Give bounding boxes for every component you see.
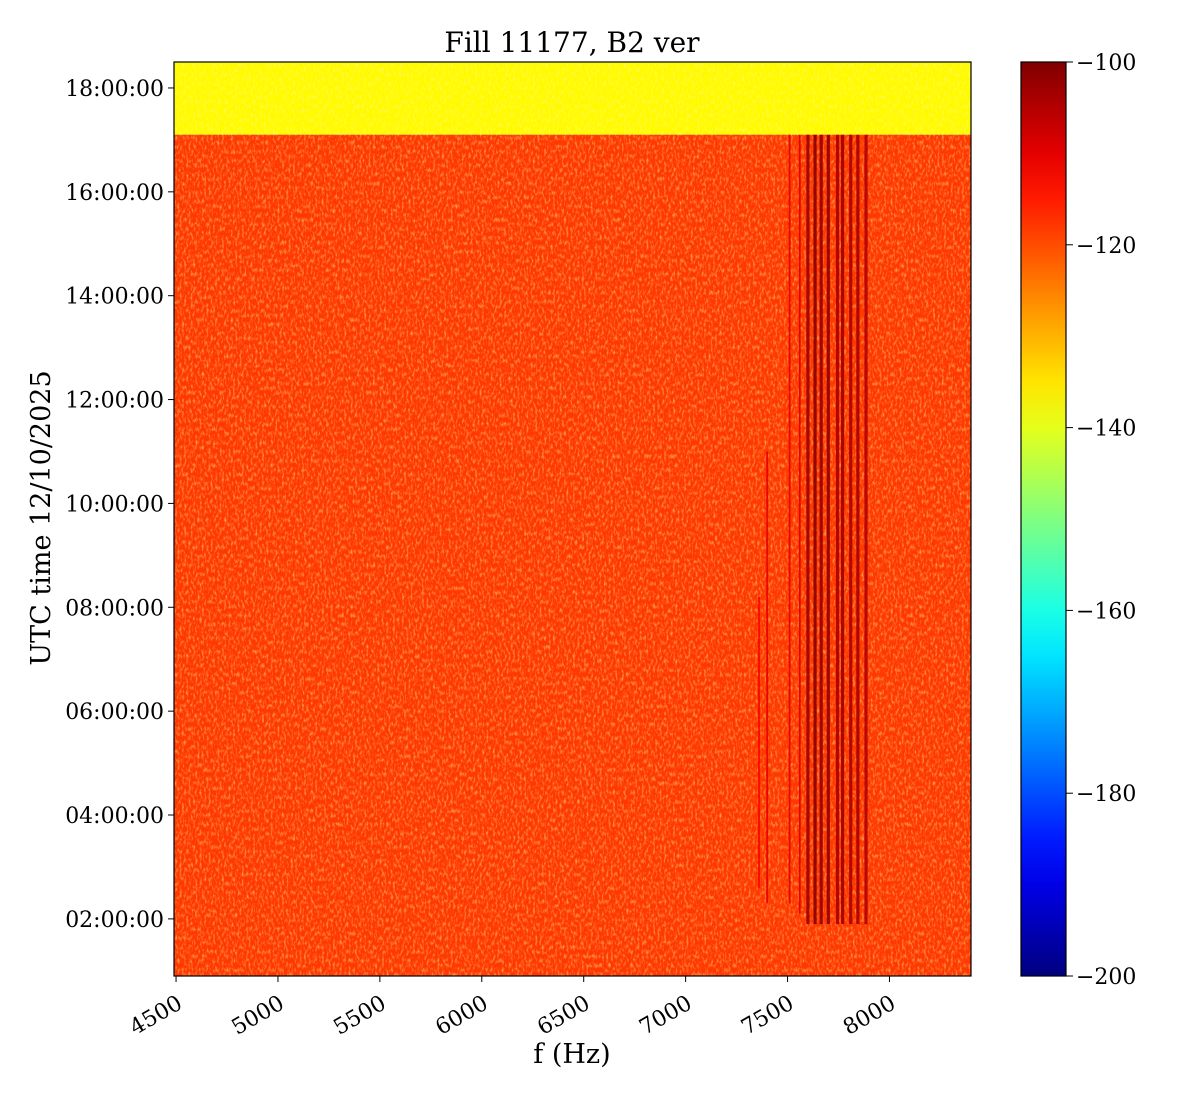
spectral-line bbox=[766, 451, 769, 904]
spectral-line bbox=[864, 134, 868, 925]
colorbar-tick-label: −140 bbox=[1076, 417, 1136, 442]
spectral-line bbox=[819, 134, 823, 925]
y-tick-label: 12:00:00 bbox=[65, 389, 164, 414]
y-tick-label: 18:00:00 bbox=[65, 77, 164, 102]
spectral-line bbox=[826, 134, 830, 925]
colorbar-tick-label: −100 bbox=[1076, 51, 1136, 76]
x-tick-label: 8000 bbox=[839, 991, 900, 1041]
colorbar-tick-label: −180 bbox=[1076, 782, 1136, 807]
x-tick-label: 6000 bbox=[431, 991, 492, 1041]
spectral-line bbox=[835, 134, 840, 925]
y-tick-label: 10:00:00 bbox=[65, 492, 164, 517]
x-tick-label: 6500 bbox=[533, 991, 594, 1041]
spectral-line bbox=[813, 134, 817, 925]
x-tick-label: 5500 bbox=[330, 991, 391, 1041]
y-tick-label: 14:00:00 bbox=[65, 285, 164, 310]
x-axis: 4500 5000 5500 6000 6500 7000 7500 8000 bbox=[126, 976, 900, 1041]
y-tick-label: 16:00:00 bbox=[65, 181, 164, 206]
y-tick-label: 04:00:00 bbox=[65, 804, 164, 829]
x-tick-label: 7500 bbox=[737, 991, 798, 1041]
plot-frame bbox=[173, 61, 972, 977]
spectral-line bbox=[856, 134, 860, 925]
spectral-line bbox=[788, 134, 791, 904]
x-tick-label: 5000 bbox=[228, 991, 289, 1041]
colorbar-gradient bbox=[1020, 61, 1067, 977]
x-tick-label: 7000 bbox=[635, 991, 696, 1041]
y-tick-label: 02:00:00 bbox=[65, 908, 164, 933]
y-axis-label: UTC time 12/10/2025 bbox=[26, 370, 57, 665]
plot-area bbox=[173, 61, 972, 977]
spectral-line bbox=[806, 134, 810, 925]
spectral-line bbox=[840, 134, 845, 925]
chart-title: Fill 11177, B2 ver bbox=[444, 26, 700, 59]
colorbar-tick-label: −120 bbox=[1076, 234, 1136, 259]
spectral-line bbox=[758, 596, 760, 888]
colorbar-tick-label: −200 bbox=[1076, 965, 1136, 990]
y-tick-label: 08:00:00 bbox=[65, 596, 164, 621]
y-axis: 02:00:00 04:00:00 06:00:00 08:00:00 10:00:00… bbox=[65, 77, 174, 933]
colorbar-tick-label: −160 bbox=[1076, 599, 1136, 624]
y-tick-label: 06:00:00 bbox=[65, 700, 164, 725]
x-axis-label: f (Hz) bbox=[533, 1039, 610, 1070]
x-tick-label: 4500 bbox=[126, 991, 187, 1041]
spectral-line bbox=[798, 134, 801, 914]
spectral-line bbox=[849, 134, 853, 925]
colorbar: −100 −120 −140 −160 −180 −200 bbox=[1020, 51, 1136, 990]
